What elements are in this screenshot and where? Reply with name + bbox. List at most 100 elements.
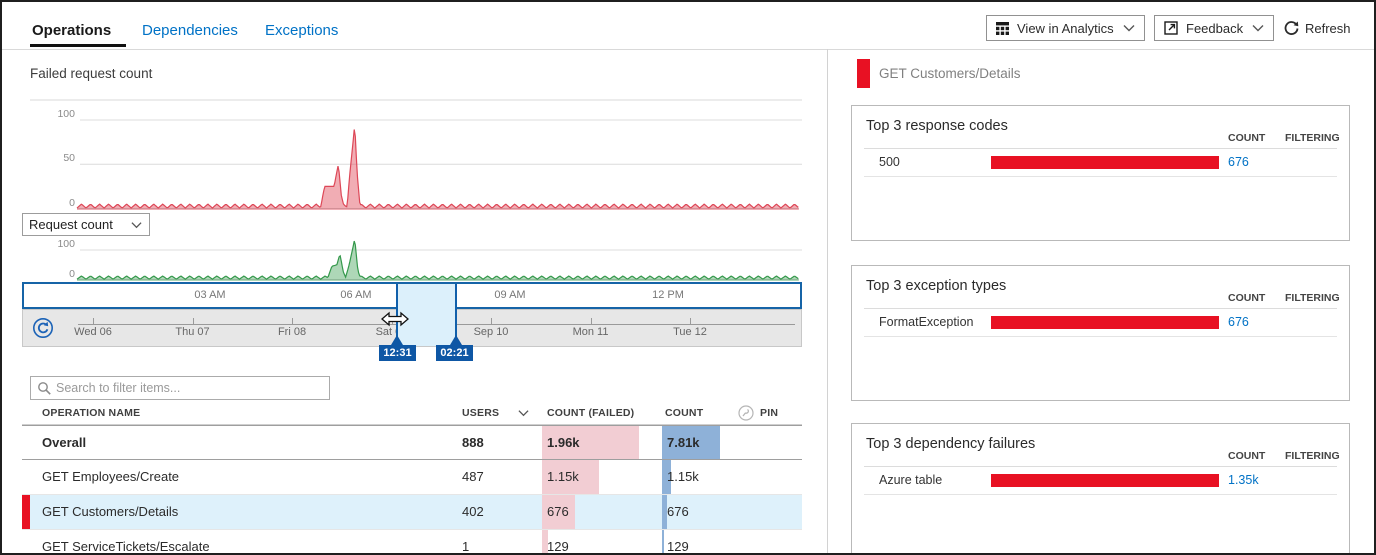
view-in-analytics-label: View in Analytics (1017, 20, 1114, 36)
feedback-button[interactable]: Feedback (1154, 15, 1274, 41)
pin-icon[interactable] (738, 405, 754, 421)
day-label: Mon 11 (572, 326, 609, 338)
y-axis-tick: 100 (57, 238, 75, 250)
day-tick (690, 318, 691, 324)
selected-operation-title: GET Customers/Details (879, 66, 1021, 81)
table-row[interactable]: GET Customers/Details 402 676 676 (22, 495, 802, 530)
card-row-label: Azure table (879, 473, 943, 487)
day-tick (192, 318, 194, 324)
operation-name: GET Customers/Details (42, 504, 179, 519)
chevron-down-icon (1123, 25, 1135, 32)
card-row-count-link[interactable]: 1.35k (1228, 473, 1259, 487)
card-filtering-header: FILTERING (1285, 450, 1340, 462)
day-label: Wed 06 (74, 326, 112, 338)
tab-dependencies[interactable]: Dependencies (142, 22, 238, 39)
summary-card: Top 3 exception types COUNT FILTERING Forma… (851, 265, 1350, 401)
failed-count-bar (542, 460, 600, 494)
sort-chevron-icon[interactable] (518, 409, 529, 417)
selected-time-range[interactable] (397, 284, 456, 346)
range-handle-right[interactable] (455, 284, 457, 344)
time-axis-label: 03 AM (194, 289, 226, 301)
operations-table: Overall 888 1.96k 7.81k GET Employees/Create… (22, 425, 802, 554)
card-row-bar (991, 316, 1219, 329)
col-pin[interactable]: PIN (760, 407, 779, 419)
users-count: 888 (462, 435, 484, 450)
card-row-label: FormatException (879, 315, 974, 329)
col-count-failed[interactable]: COUNT (FAILED) (547, 407, 635, 419)
range-handle-left-grip[interactable] (391, 335, 403, 345)
count-bar (662, 460, 671, 494)
card-title: Top 3 dependency failures (866, 436, 1036, 452)
operation-name: Overall (42, 435, 87, 450)
card-divider (864, 466, 1337, 467)
users-count: 1 (462, 539, 470, 554)
refresh-button[interactable]: Refresh (1283, 15, 1351, 41)
col-count[interactable]: COUNT (665, 407, 704, 419)
time-axis-label: 06 AM (340, 289, 372, 301)
metric-selector-dropdown[interactable]: Request count (22, 213, 150, 236)
active-tab-underline (30, 44, 126, 47)
selected-operation-marker (857, 59, 870, 88)
col-operation-name[interactable]: OPERATION NAME (42, 407, 141, 419)
count-bar (662, 530, 664, 553)
card-title: Top 3 exception types (866, 278, 1007, 294)
card-row-label: 500 (879, 155, 900, 169)
day-label: Tue 12 (673, 326, 707, 338)
day-label: Fri 08 (277, 326, 307, 338)
range-end-badge: 02:21 (436, 345, 473, 361)
col-users[interactable]: USERS (462, 407, 500, 419)
table-row[interactable]: GET Employees/Create 487 1.15k 1.15k (22, 460, 802, 495)
card-row-count-link[interactable]: 676 (1228, 315, 1249, 329)
chevron-down-icon (131, 221, 142, 228)
summary-card: Top 3 dependency failures COUNT FILTERING A… (851, 423, 1350, 553)
tab-operations[interactable]: Operations (32, 22, 112, 39)
refresh-label: Refresh (1305, 20, 1351, 36)
failed-count-bar (542, 426, 639, 459)
time-axis-label: 09 AM (494, 289, 526, 301)
panel-divider (827, 49, 828, 553)
failed-count-bar (542, 495, 576, 529)
day-tick (292, 318, 293, 324)
count-value: 129 (667, 539, 689, 554)
failed-count-value: 676 (547, 504, 569, 519)
y-axis-tick: 50 (63, 152, 75, 165)
metric-selector-value: Request count (29, 217, 113, 232)
chevron-down-icon (1252, 25, 1264, 32)
card-count-header: COUNT (1228, 132, 1266, 144)
reset-zoom-icon[interactable] (32, 317, 54, 339)
users-count: 487 (462, 469, 484, 484)
card-row-divider (864, 336, 1337, 337)
card-filtering-header: FILTERING (1285, 132, 1340, 144)
external-link-icon (1164, 21, 1178, 35)
search-box[interactable] (30, 376, 330, 400)
card-row-bar (991, 156, 1219, 169)
table-row[interactable]: Overall 888 1.96k 7.81k (22, 425, 802, 460)
range-handle-left[interactable] (396, 284, 398, 344)
operation-name: GET ServiceTickets/Escalate (42, 539, 210, 554)
tab-exceptions[interactable]: Exceptions (265, 22, 339, 39)
range-handle-right-grip[interactable] (450, 335, 462, 345)
card-row-bar (991, 474, 1219, 487)
table-row[interactable]: GET ServiceTickets/Escalate 1 129 129 (22, 530, 802, 554)
card-title: Top 3 response codes (866, 118, 1008, 134)
count-bar (662, 426, 720, 459)
view-in-analytics-button[interactable]: View in Analytics (986, 15, 1145, 41)
resize-cursor (381, 311, 409, 327)
header-divider (2, 49, 1374, 50)
section-title: Failed request count (30, 66, 153, 81)
feedback-label: Feedback (1186, 20, 1244, 36)
failed-count-bar (542, 530, 549, 553)
y-axis-tick: 0 (69, 267, 75, 280)
search-input[interactable] (52, 380, 329, 396)
card-count-header: COUNT (1228, 450, 1266, 462)
failed-request-chart: 0 50 100 (22, 98, 802, 211)
table-header: OPERATION NAME USERS COUNT (FAILED) COUN… (22, 402, 802, 425)
card-row-divider (864, 494, 1337, 495)
analytics-grid-icon (996, 21, 1009, 35)
refresh-icon (1284, 20, 1299, 35)
count-value: 676 (667, 504, 689, 519)
card-row-count-link[interactable]: 676 (1228, 155, 1249, 169)
summary-card: Top 3 response codes COUNT FILTERING 500 676 (851, 105, 1350, 241)
card-filtering-header: FILTERING (1285, 292, 1340, 304)
